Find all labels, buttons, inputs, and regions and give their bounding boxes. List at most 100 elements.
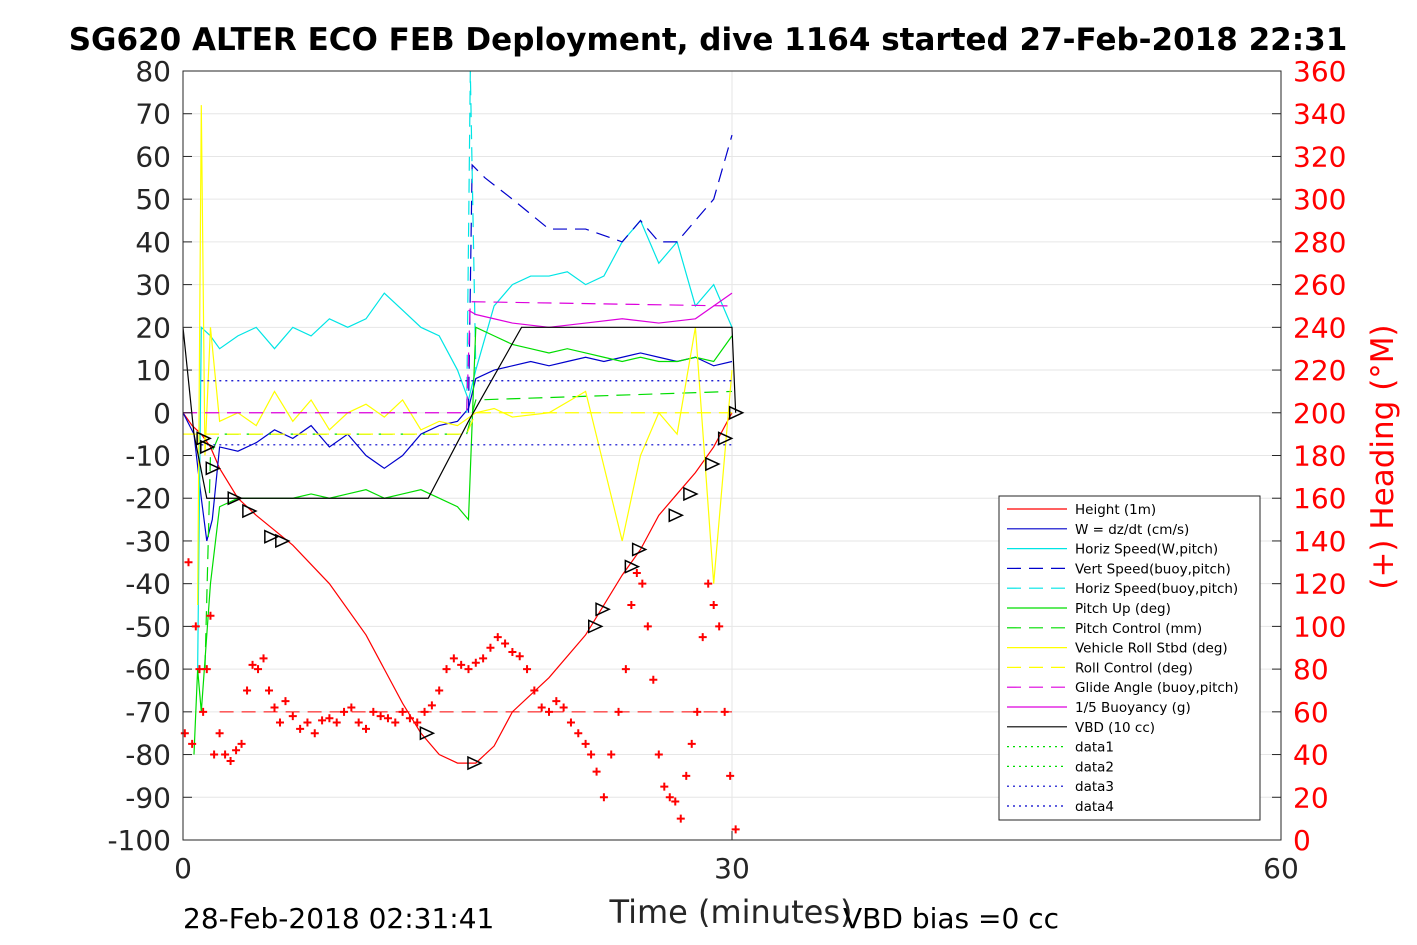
heading-point — [265, 686, 274, 695]
heading-point — [660, 782, 669, 791]
event-marker — [205, 461, 222, 476]
y2-tick-label: 260 — [1293, 269, 1346, 302]
event-marker — [467, 755, 483, 771]
heading-point — [581, 739, 590, 748]
heading-point — [486, 643, 495, 652]
legend: Height (1m) W = dz/dt (cm/s) Horiz Speed(W… — [998, 495, 1261, 821]
y-tick-label: -20 — [125, 482, 171, 515]
series-line-8 — [197, 105, 733, 606]
legend-label: VBD (10 cc) — [1075, 720, 1155, 736]
y2-tick-label: 200 — [1293, 397, 1346, 430]
y-tick-label: 10 — [135, 354, 171, 387]
heading-point — [199, 707, 208, 716]
heading-point — [726, 771, 735, 780]
event-marker — [242, 503, 258, 519]
heading-point — [376, 712, 385, 721]
heading-point — [599, 793, 608, 802]
legend-label: Horiz Speed(W,pitch) — [1075, 542, 1218, 558]
heading-point — [471, 658, 480, 667]
series-line-2 — [182, 352, 733, 542]
timestamp-footer: 28-Feb-2018 02:31:41 — [183, 902, 494, 935]
heading-point — [221, 750, 230, 759]
event-marker — [419, 726, 436, 741]
heading-point — [574, 729, 583, 738]
heading-point — [464, 665, 473, 674]
event-marker — [717, 431, 734, 446]
heading-point — [270, 703, 279, 712]
series-line-10 — [183, 301, 733, 414]
heading-point — [530, 686, 539, 695]
heading-point — [614, 707, 623, 716]
heading-point — [559, 703, 568, 712]
y-tick-label: 80 — [135, 55, 171, 88]
heading-point — [347, 703, 356, 712]
y2-tick-label: 340 — [1293, 98, 1346, 131]
y2-tick-label: 220 — [1293, 354, 1346, 387]
y2-tick-label: 140 — [1293, 525, 1346, 558]
heading-point — [413, 718, 422, 727]
heading-point — [676, 814, 685, 823]
y-tick-label: 30 — [135, 269, 171, 302]
event-marker — [631, 542, 648, 557]
axis-ticks: 80706050403020100-10-20-30-40-50-60-70-8… — [107, 55, 1346, 885]
y2-tick-label: 100 — [1293, 610, 1346, 643]
y-tick-label: -70 — [125, 696, 171, 729]
chart-title: SG620 ALTER ECO FEB Deployment, dive 116… — [69, 22, 1348, 58]
legend-label: data1 — [1075, 740, 1114, 756]
y-tick-label: -30 — [125, 525, 171, 558]
heading-point — [442, 665, 451, 674]
x-axis-label: Time (minutes) — [609, 893, 853, 931]
heading-point — [296, 724, 305, 733]
series-line-4 — [467, 134, 733, 413]
heading-point — [188, 739, 197, 748]
heading-point — [332, 718, 341, 727]
series-line-12 — [182, 326, 737, 499]
heading-point — [638, 579, 647, 588]
series-line-1 — [182, 412, 733, 764]
heading-point — [457, 660, 466, 669]
heading-point — [210, 750, 219, 759]
event-marker — [728, 405, 745, 420]
y2-tick-label: 60 — [1293, 696, 1329, 729]
legend-label: Horiz Speed(buoy,pitch) — [1075, 581, 1238, 597]
heading-point — [248, 660, 257, 669]
heading-point — [310, 729, 319, 738]
right-axis-label: (+) Heading (°M) — [1365, 324, 1401, 589]
heading-point — [515, 652, 524, 661]
heading-point — [383, 714, 392, 723]
y-tick-label: -10 — [125, 440, 171, 473]
heading-point — [391, 718, 400, 727]
y-tick-label: -40 — [125, 568, 171, 601]
y-tick-label: 20 — [135, 311, 171, 344]
heading-point — [587, 750, 596, 759]
y2-tick-label: 120 — [1293, 568, 1346, 601]
heading-point — [693, 707, 702, 716]
legend-label: data3 — [1075, 779, 1114, 795]
heading-point — [627, 601, 636, 610]
y-tick-label: 50 — [135, 183, 171, 216]
event-marker — [588, 619, 604, 634]
heading-point — [545, 707, 553, 716]
heading-point — [508, 648, 517, 657]
heading-point — [184, 558, 193, 567]
heading-point — [566, 718, 575, 727]
heading-point — [493, 633, 502, 642]
x-tick-label: 30 — [714, 852, 750, 885]
y2-tick-label: 320 — [1293, 140, 1346, 173]
heading-point — [254, 665, 263, 674]
heading-point — [288, 712, 297, 721]
legend-label: data4 — [1075, 799, 1114, 815]
event-marker — [595, 602, 611, 617]
heading-point — [654, 750, 663, 759]
y2-tick-label: 180 — [1293, 440, 1346, 473]
y2-tick-label: 20 — [1293, 781, 1329, 814]
event-marker — [196, 431, 212, 446]
heading-point — [501, 639, 510, 648]
heading-point — [621, 665, 630, 674]
heading-point — [195, 665, 204, 674]
heading-point — [632, 568, 641, 577]
heading-point — [275, 718, 284, 727]
heading-point — [420, 707, 429, 716]
event-marker — [227, 491, 244, 506]
heading-point — [362, 724, 370, 733]
